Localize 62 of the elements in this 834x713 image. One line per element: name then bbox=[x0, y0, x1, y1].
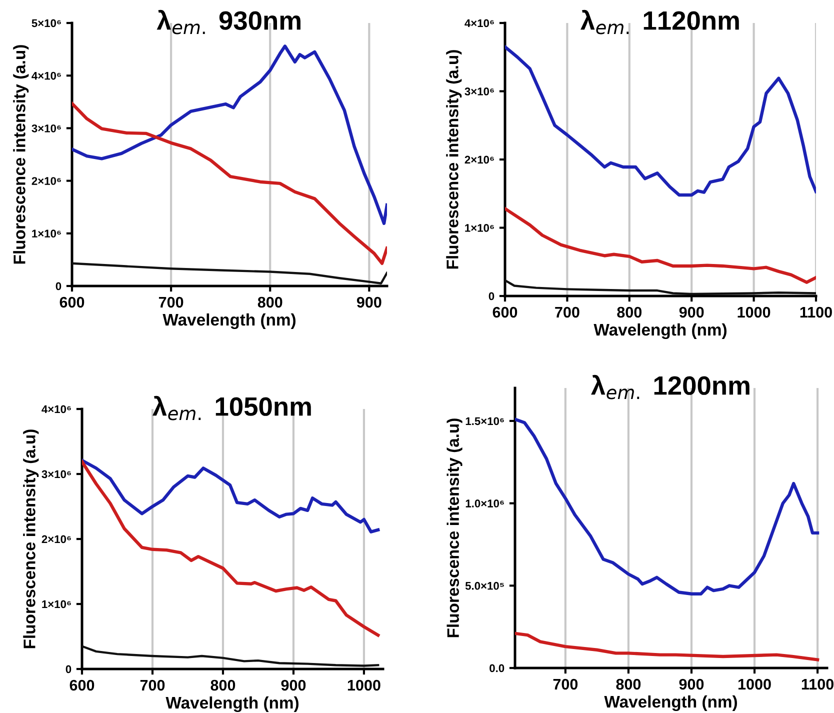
x-tick-label: 1100 bbox=[800, 306, 832, 318]
x-tick-label: 800 bbox=[258, 296, 282, 308]
y-tick-label: 0 bbox=[56, 282, 62, 290]
y-tick-label: 1×10⁶ bbox=[465, 224, 494, 232]
y-tick-label: 4×10⁶ bbox=[32, 72, 61, 80]
line-series bbox=[505, 45, 816, 197]
x-tick-label: 800 bbox=[616, 678, 641, 690]
line-series bbox=[82, 645, 380, 667]
x-tick-label: 1000 bbox=[738, 306, 770, 318]
x-axis-title: Wavelength (nm) bbox=[594, 323, 726, 340]
x-tick-label: 900 bbox=[281, 680, 306, 691]
x-axis-title: Wavelength (nm) bbox=[604, 695, 737, 712]
x-tick-label: 800 bbox=[617, 306, 642, 318]
y-axis-title: Fluorescence intensity (a.u) bbox=[446, 50, 462, 269]
line-series bbox=[515, 418, 820, 596]
x-tick-label: 700 bbox=[555, 306, 580, 318]
y-tick-label: 2×10⁶ bbox=[32, 177, 61, 185]
line-series bbox=[82, 460, 380, 637]
x-tick-label: 700 bbox=[553, 678, 578, 690]
x-tick-label: 900 bbox=[679, 678, 704, 690]
x-tick-label: 600 bbox=[492, 306, 518, 318]
x-tick-label: 600 bbox=[60, 296, 84, 308]
y-axis-title: Fluorescence intensity (a.u) bbox=[446, 418, 462, 638]
x-tick-label: 700 bbox=[158, 296, 184, 308]
y-tick-label: 5.0×10⁵ bbox=[465, 582, 504, 590]
y-axis-title: Fluorescence intensity (a.u) bbox=[23, 430, 39, 648]
line-series bbox=[72, 262, 387, 284]
y-tick-label: 4×10⁶ bbox=[42, 405, 71, 414]
chart-title: λ$_{em.}$ 1050nm bbox=[152, 396, 311, 420]
x-tick-label: 800 bbox=[210, 680, 236, 691]
x-tick-label: 900 bbox=[679, 306, 704, 318]
x-axis-title: Wavelength (nm) bbox=[162, 313, 296, 330]
line-series bbox=[515, 632, 820, 662]
x-axis-title: Wavelength (nm) bbox=[166, 696, 298, 712]
y-tick-label: 2×10⁶ bbox=[464, 156, 494, 164]
x-tick-label: 700 bbox=[140, 680, 165, 691]
x-tick-label: 1000 bbox=[738, 678, 771, 690]
y-tick-label: 1×10⁶ bbox=[32, 230, 61, 238]
line-series bbox=[72, 102, 387, 265]
y-axis-title: Fluorescence intensity (a.u) bbox=[13, 45, 29, 264]
y-tick-label: 0.0 bbox=[490, 664, 504, 672]
line-series bbox=[505, 207, 816, 284]
y-tick-label: 1.0×10⁶ bbox=[466, 500, 504, 508]
y-tick-label: 4×10⁶ bbox=[464, 19, 494, 28]
y-tick-label: 3×10⁶ bbox=[464, 88, 494, 96]
y-tick-label: 2×10⁶ bbox=[42, 535, 71, 544]
x-tick-label: 900 bbox=[356, 296, 382, 308]
y-tick-label: 0 bbox=[66, 665, 72, 674]
y-tick-label: 0 bbox=[488, 292, 494, 300]
line-series bbox=[72, 44, 387, 226]
x-tick-label: 600 bbox=[70, 680, 94, 691]
chart-title: λ$_{em.}$ 1120nm bbox=[580, 10, 739, 34]
y-tick-label: 3×10⁶ bbox=[32, 124, 61, 132]
y-tick-label: 1×10⁶ bbox=[42, 600, 71, 608]
y-tick-label: 3×10⁶ bbox=[42, 470, 71, 478]
chart-title: λ$_{em.}$ 1200nm bbox=[591, 374, 750, 400]
chart-title: λ$_{em.}$ 930nm bbox=[156, 10, 300, 34]
x-tick-label: 1000 bbox=[348, 680, 380, 691]
line-series bbox=[82, 458, 380, 534]
x-tick-label: 1100 bbox=[802, 678, 834, 690]
y-tick-label: 1.5×10⁶ bbox=[466, 417, 504, 426]
y-tick-label: 5×10⁶ bbox=[32, 19, 61, 28]
